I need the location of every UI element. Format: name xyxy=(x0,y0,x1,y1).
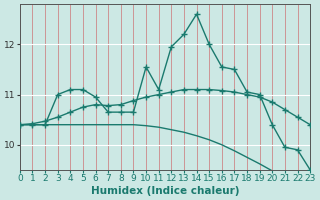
X-axis label: Humidex (Indice chaleur): Humidex (Indice chaleur) xyxy=(91,186,239,196)
